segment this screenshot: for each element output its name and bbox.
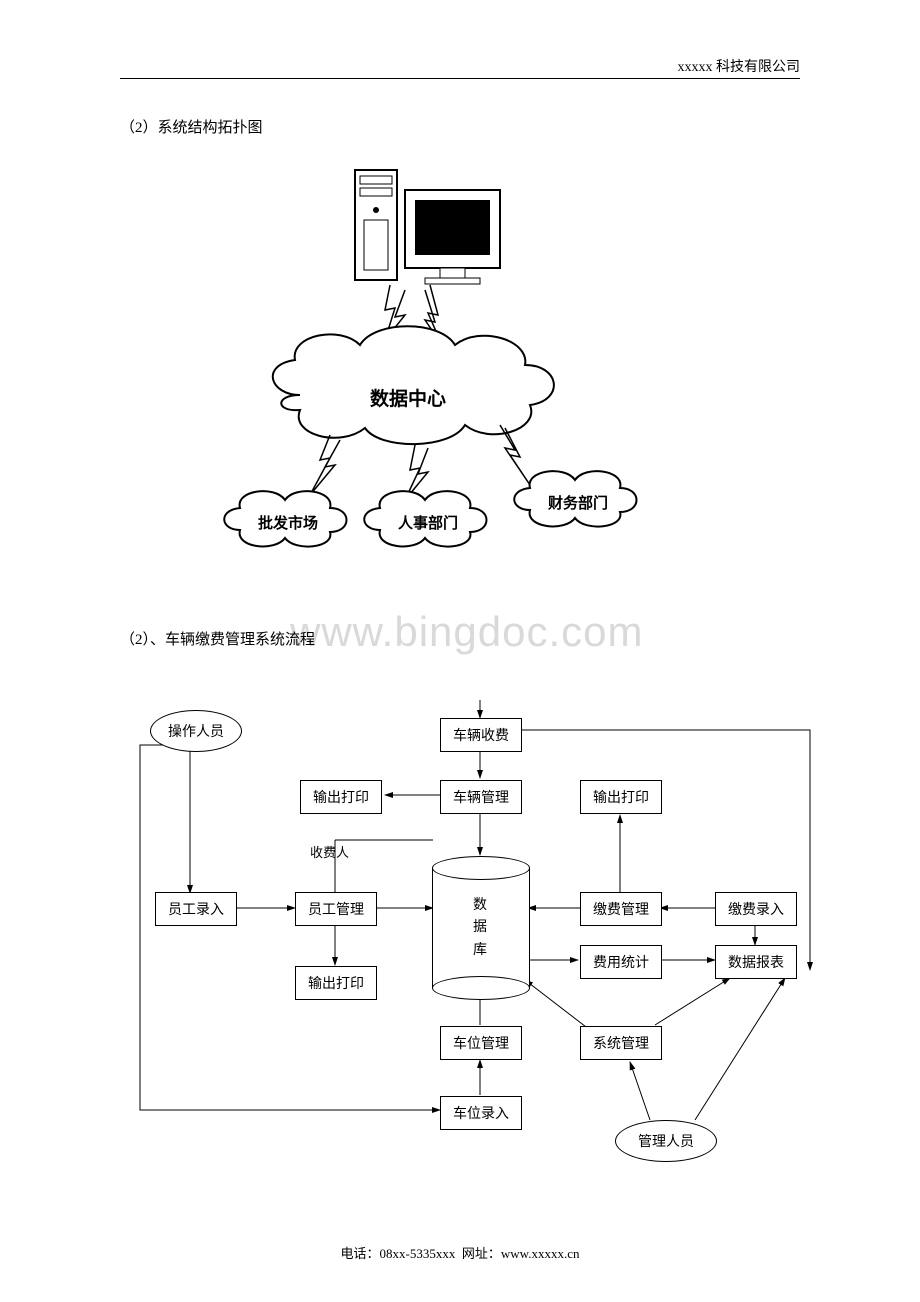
node-data-report: 数据报表 <box>715 945 797 979</box>
node-print1: 输出打印 <box>300 780 382 814</box>
node-print3: 输出打印 <box>295 966 377 1000</box>
db-bottom <box>432 976 530 1000</box>
header-company: xxxxx 科技有限公司 <box>678 56 801 76</box>
section2-title: （2）、车辆缴费管理系统流程 <box>120 628 315 649</box>
cloud-2: 财务部门 <box>548 492 608 513</box>
label-fee-person: 收费人 <box>310 842 349 861</box>
node-db: 数 据 库 <box>432 895 528 962</box>
header-rule <box>120 78 800 79</box>
node-vehicle-mgmt: 车辆管理 <box>440 780 522 814</box>
node-pay-mgmt: 缴费管理 <box>580 892 662 926</box>
section1-title: （2）系统结构拓扑图 <box>120 116 263 137</box>
node-vehicle-fee: 车辆收费 <box>440 718 522 752</box>
watermark: www.bingdoc.com <box>290 608 643 656</box>
page-footer: 电话：08xx-5335xxx 网址：www.xxxxx.cn <box>0 1243 920 1262</box>
cloud-1: 人事部门 <box>398 512 458 533</box>
node-slot-mgmt: 车位管理 <box>440 1026 522 1060</box>
node-admin: 管理人员 <box>615 1120 717 1162</box>
node-print2: 输出打印 <box>580 780 662 814</box>
node-operator: 操作人员 <box>150 710 242 752</box>
db-top <box>432 856 530 880</box>
node-fee-stat: 费用统计 <box>580 945 662 979</box>
cloud-datacenter: 数据中心 <box>370 384 446 411</box>
node-slot-input: 车位录入 <box>440 1096 522 1130</box>
node-staff-mgmt: 员工管理 <box>295 892 377 926</box>
node-pay-input: 缴费录入 <box>715 892 797 926</box>
node-sys-mgmt: 系统管理 <box>580 1026 662 1060</box>
node-staff-input: 员工录入 <box>155 892 237 926</box>
cloud-0: 批发市场 <box>258 512 318 533</box>
